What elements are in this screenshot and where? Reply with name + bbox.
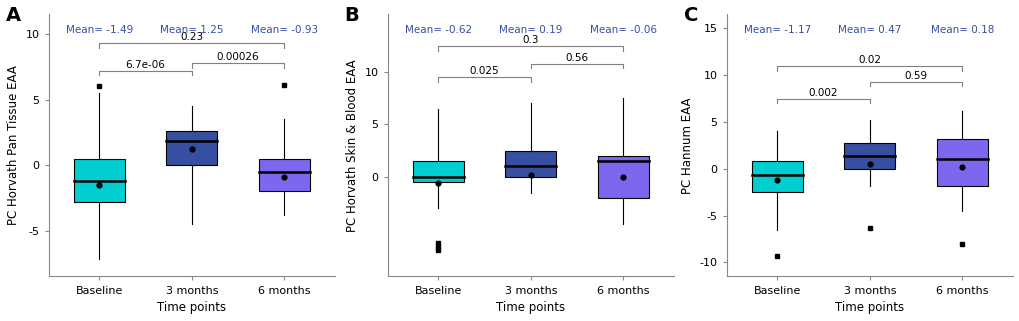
Text: Mean= -0.93: Mean= -0.93 <box>251 25 318 35</box>
Text: 0.002: 0.002 <box>808 88 838 98</box>
Bar <box>504 151 555 177</box>
Text: Mean= 0.18: Mean= 0.18 <box>929 25 993 35</box>
X-axis label: Time points: Time points <box>495 301 565 314</box>
Text: C: C <box>683 6 697 25</box>
Text: 0.3: 0.3 <box>522 35 538 45</box>
Text: 0.00026: 0.00026 <box>216 52 259 62</box>
Text: Mean= 0.47: Mean= 0.47 <box>838 25 901 35</box>
Text: Mean= 1.25: Mean= 1.25 <box>160 25 223 35</box>
Y-axis label: PC Horvath Pan Tissue EAA: PC Horvath Pan Tissue EAA <box>7 65 20 225</box>
Bar <box>751 161 802 192</box>
Text: Mean= -0.06: Mean= -0.06 <box>589 25 656 35</box>
X-axis label: Time points: Time points <box>835 301 904 314</box>
Bar <box>597 156 648 198</box>
Text: 0.59: 0.59 <box>904 71 926 81</box>
X-axis label: Time points: Time points <box>157 301 226 314</box>
Text: B: B <box>344 6 359 25</box>
Bar <box>166 131 217 165</box>
Text: A: A <box>5 6 20 25</box>
Bar <box>73 159 124 202</box>
Text: 0.56: 0.56 <box>565 53 588 63</box>
Bar <box>259 159 310 191</box>
Text: 6.7e-06: 6.7e-06 <box>125 60 165 70</box>
Y-axis label: PC Hannum EAA: PC Hannum EAA <box>681 97 693 194</box>
Bar <box>844 143 895 169</box>
Text: Mean= -1.49: Mean= -1.49 <box>65 25 132 35</box>
Bar <box>413 161 464 182</box>
Text: 0.02: 0.02 <box>857 55 880 65</box>
Text: Mean= 0.19: Mean= 0.19 <box>498 25 561 35</box>
Y-axis label: PC Horvath Skin & Blood EAA: PC Horvath Skin & Blood EAA <box>345 59 359 232</box>
Text: 0.23: 0.23 <box>180 32 203 42</box>
Text: 0.025: 0.025 <box>470 66 499 76</box>
Text: Mean= -0.62: Mean= -0.62 <box>405 25 472 35</box>
Text: Mean= -1.17: Mean= -1.17 <box>743 25 810 35</box>
Bar <box>935 139 986 186</box>
